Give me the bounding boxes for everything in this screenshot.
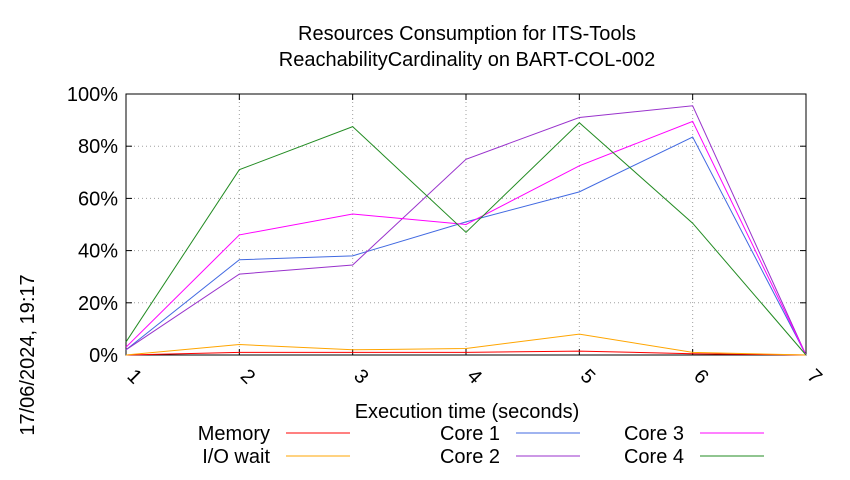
- chart-subtitle: ReachabilityCardinality on BART-COL-002: [279, 49, 655, 71]
- x-axis-label: Execution time (seconds): [355, 401, 580, 423]
- legend-label: Core 1: [440, 423, 500, 445]
- series-line-core-4: [125, 122, 807, 356]
- y-tick-label: 80%: [78, 136, 118, 158]
- grid: [126, 94, 806, 355]
- y-tick-label: 100%: [67, 84, 118, 106]
- series-line-core-1: [125, 136, 807, 356]
- series-line-core-2: [125, 105, 807, 356]
- legend-label: Memory: [198, 423, 270, 445]
- series-line-i-o-wait: [125, 333, 807, 356]
- axes: 1 2 3 4 5 6 7 0% 20% 40% 60% 80% 100%: [67, 84, 826, 388]
- legend-label: Core 2: [440, 446, 500, 468]
- plot-border: [125, 93, 807, 356]
- legend-label: Core 3: [624, 423, 684, 445]
- series-line-core-3: [125, 120, 807, 356]
- legend-label: Core 4: [624, 446, 684, 468]
- x-tick-label: 4: [463, 365, 486, 388]
- y-tick-label: 20%: [78, 293, 118, 315]
- y-tick-label: 60%: [78, 188, 118, 210]
- x-tick-label: 6: [689, 365, 712, 388]
- y-tick-label: 40%: [78, 241, 118, 263]
- x-tick-label: 2: [236, 365, 259, 388]
- x-tick-label: 1: [123, 365, 146, 388]
- timestamp-label: 17/06/2024, 19:17: [17, 274, 39, 435]
- x-tick-label: 5: [576, 365, 599, 388]
- series-line-memory: [125, 350, 807, 356]
- x-tick-label: 7: [803, 365, 826, 388]
- series-lines: [125, 105, 807, 356]
- legend-label: I/O wait: [202, 446, 270, 468]
- y-tick-label: 0%: [89, 345, 118, 367]
- chart-title: Resources Consumption for ITS-Tools: [298, 23, 636, 45]
- x-tick-label: 3: [349, 365, 372, 388]
